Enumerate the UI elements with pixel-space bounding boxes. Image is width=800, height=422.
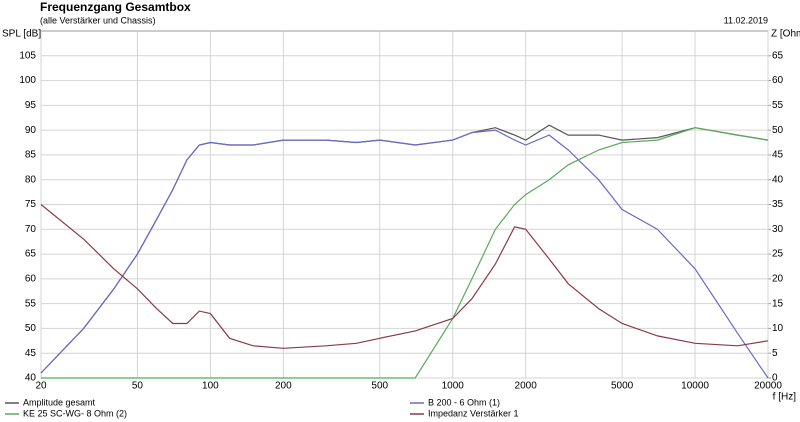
x-tick-label: 50 (132, 381, 144, 392)
y-axis-label: SPL [dB] (2, 29, 41, 40)
y2-tick-label: 65 (772, 50, 784, 61)
y-tick-label: 105 (19, 50, 36, 61)
y2-tick-label: 10 (772, 323, 784, 334)
y2-tick-label: 30 (772, 224, 784, 235)
x-tick-label: 20 (35, 381, 47, 392)
x-axis-label: f [Hz] (773, 392, 797, 403)
legend-label: Impedanz Verstärker 1 (428, 408, 519, 418)
y2-tick-label: 25 (772, 249, 784, 260)
x-tick-label: 20000 (754, 381, 782, 392)
y-tick-label: 80 (25, 174, 37, 185)
x-tick-label: 5000 (611, 381, 634, 392)
y2-tick-label: 15 (772, 298, 784, 309)
chart-date: 11.02.2019 (724, 15, 768, 25)
y-tick-label: 45 (25, 348, 37, 359)
x-tick-label: 1000 (442, 381, 465, 392)
y2-tick-label: 40 (772, 174, 784, 185)
y-tick-label: 60 (25, 273, 37, 284)
y2-tick-label: 55 (772, 100, 784, 111)
chart-subtitle: (alle Verstärker und Chassis) (40, 15, 156, 25)
series-line (40, 204, 769, 349)
x-tick-label: 100 (202, 381, 219, 392)
y-tick-label: 65 (25, 249, 37, 260)
y-tick-label: 55 (25, 298, 37, 309)
legend-label: B 200 - 6 Ohm (1) (428, 397, 500, 407)
x-tick-label: 200 (275, 381, 292, 392)
y-tick-label: 100 (19, 75, 36, 86)
y-tick-label: 95 (25, 100, 37, 111)
y2-tick-label: 5 (772, 348, 778, 359)
x-tick-label: 500 (371, 381, 388, 392)
y-tick-label: 75 (25, 199, 37, 210)
chart-title: Frequenzgang Gesamtbox (40, 0, 191, 14)
y2-axis-label: Z [Ohm (771, 29, 800, 40)
y-tick-label: 40 (25, 373, 37, 384)
y2-tick-label: 45 (772, 150, 784, 161)
legend-label: KE 25 SC-WG- 8 Ohm (2) (23, 408, 127, 418)
series-line (40, 129, 769, 379)
y2-tick-label: 20 (772, 273, 784, 284)
x-tick-label: 10000 (681, 381, 709, 392)
x-tick-label: 2000 (515, 381, 538, 392)
y2-tick-label: 50 (772, 125, 784, 136)
y-tick-label: 70 (25, 224, 37, 235)
series-line (41, 127, 769, 379)
y-tick-label: 90 (25, 125, 37, 136)
y2-tick-label: 60 (772, 75, 784, 86)
y2-tick-label: 35 (772, 199, 784, 210)
legend-label: Amplitude gesamt (23, 397, 96, 407)
y-tick-label: 85 (25, 150, 37, 161)
y2-tick-label: 0 (772, 373, 778, 384)
y-tick-label: 50 (25, 323, 37, 334)
